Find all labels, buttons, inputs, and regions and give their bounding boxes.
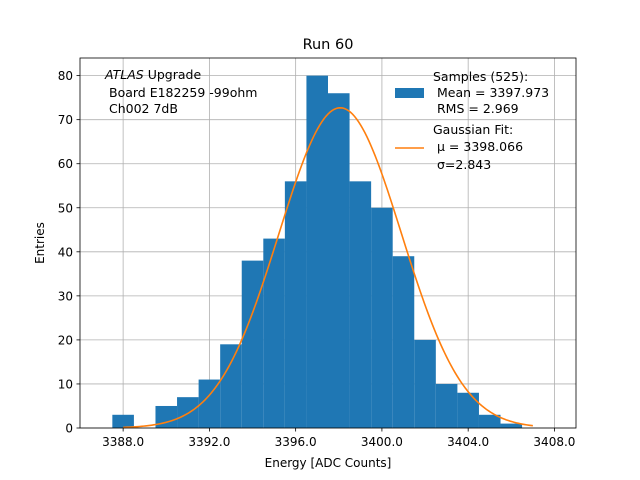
histogram-bar-4 xyxy=(198,379,221,428)
annotation-board: Board E182259 -99ohm xyxy=(109,85,257,100)
legend-samples-mean: Mean = 3397.973 xyxy=(437,85,549,100)
annotation-text: ATLAS Upgrade Board E182259 -99ohm Ch002… xyxy=(104,67,257,116)
x-tick-label-3: 3400.0 xyxy=(361,435,403,449)
svg-text:ATLAS Upgrade: ATLAS Upgrade xyxy=(104,67,201,82)
histogram-bar-12 xyxy=(371,207,393,428)
histogram-bar-15 xyxy=(435,383,458,428)
legend-fit-sigma: σ=2.843 xyxy=(437,157,491,172)
y-tick-label-0: 0 xyxy=(65,422,73,436)
x-axis-label: Energy [ADC Counts] xyxy=(265,456,392,470)
y-axis-label: Entries xyxy=(33,222,47,264)
histogram-bar-14 xyxy=(414,339,436,428)
x-tick-label-5: 3408.0 xyxy=(533,435,575,449)
histogram-bar-7 xyxy=(263,238,285,428)
y-tick-label-3: 30 xyxy=(58,289,73,303)
gaussian-fit-curve xyxy=(123,106,533,429)
legend-samples-swatch xyxy=(395,88,424,98)
x-tick-label-2: 3396.0 xyxy=(275,435,317,449)
annotation-upgrade: Upgrade xyxy=(144,67,202,82)
histogram-bar-2 xyxy=(155,405,178,428)
legend-fit-mu: μ = 3398.066 xyxy=(437,139,523,154)
histogram-bar-10 xyxy=(328,93,350,428)
legend-samples-rms: RMS = 2.969 xyxy=(437,101,519,116)
axis-ticks: 3388.0 3392.0 3396.0 3400.0 3404.0 3408.0 0 10 2… xyxy=(58,69,576,449)
histogram-bar-16 xyxy=(457,392,479,428)
annotation-channel: Ch002 7dB xyxy=(109,101,178,116)
x-tick-label-0: 3388.0 xyxy=(102,435,144,449)
legend-fit-title: Gaussian Fit: xyxy=(433,122,513,137)
histogram-bar-13 xyxy=(392,256,415,428)
x-tick-label-1: 3392.0 xyxy=(188,435,230,449)
histogram-bar-8 xyxy=(284,181,307,428)
legend-samples-title: Samples (525): xyxy=(433,69,528,84)
histogram-bar-6 xyxy=(241,260,264,428)
y-tick-label-1: 10 xyxy=(58,377,73,391)
histogram-bars xyxy=(112,75,523,428)
histogram-bar-9 xyxy=(306,75,328,428)
plot-frame xyxy=(79,57,577,429)
histogram-bar-0 xyxy=(112,414,134,428)
x-tick-label-4: 3404.0 xyxy=(447,435,489,449)
y-tick-label-6: 60 xyxy=(58,157,73,171)
chart-title: Run 60 xyxy=(303,37,354,53)
histogram-bar-11 xyxy=(349,181,372,428)
legend: Samples (525): Mean = 3397.973 RMS = 2.9… xyxy=(395,69,549,172)
annotation-atlas: ATLAS xyxy=(104,67,144,82)
gaussian-fit-layer xyxy=(123,106,533,429)
y-tick-label-8: 80 xyxy=(58,69,73,83)
y-tick-label-7: 70 xyxy=(58,113,73,127)
y-tick-label-5: 50 xyxy=(58,201,73,215)
y-tick-label-4: 40 xyxy=(58,245,73,259)
histogram-bar-18 xyxy=(500,423,523,428)
y-tick-label-2: 20 xyxy=(58,333,73,347)
histogram-bar-5 xyxy=(220,344,242,428)
histogram-bar-17 xyxy=(478,414,501,428)
